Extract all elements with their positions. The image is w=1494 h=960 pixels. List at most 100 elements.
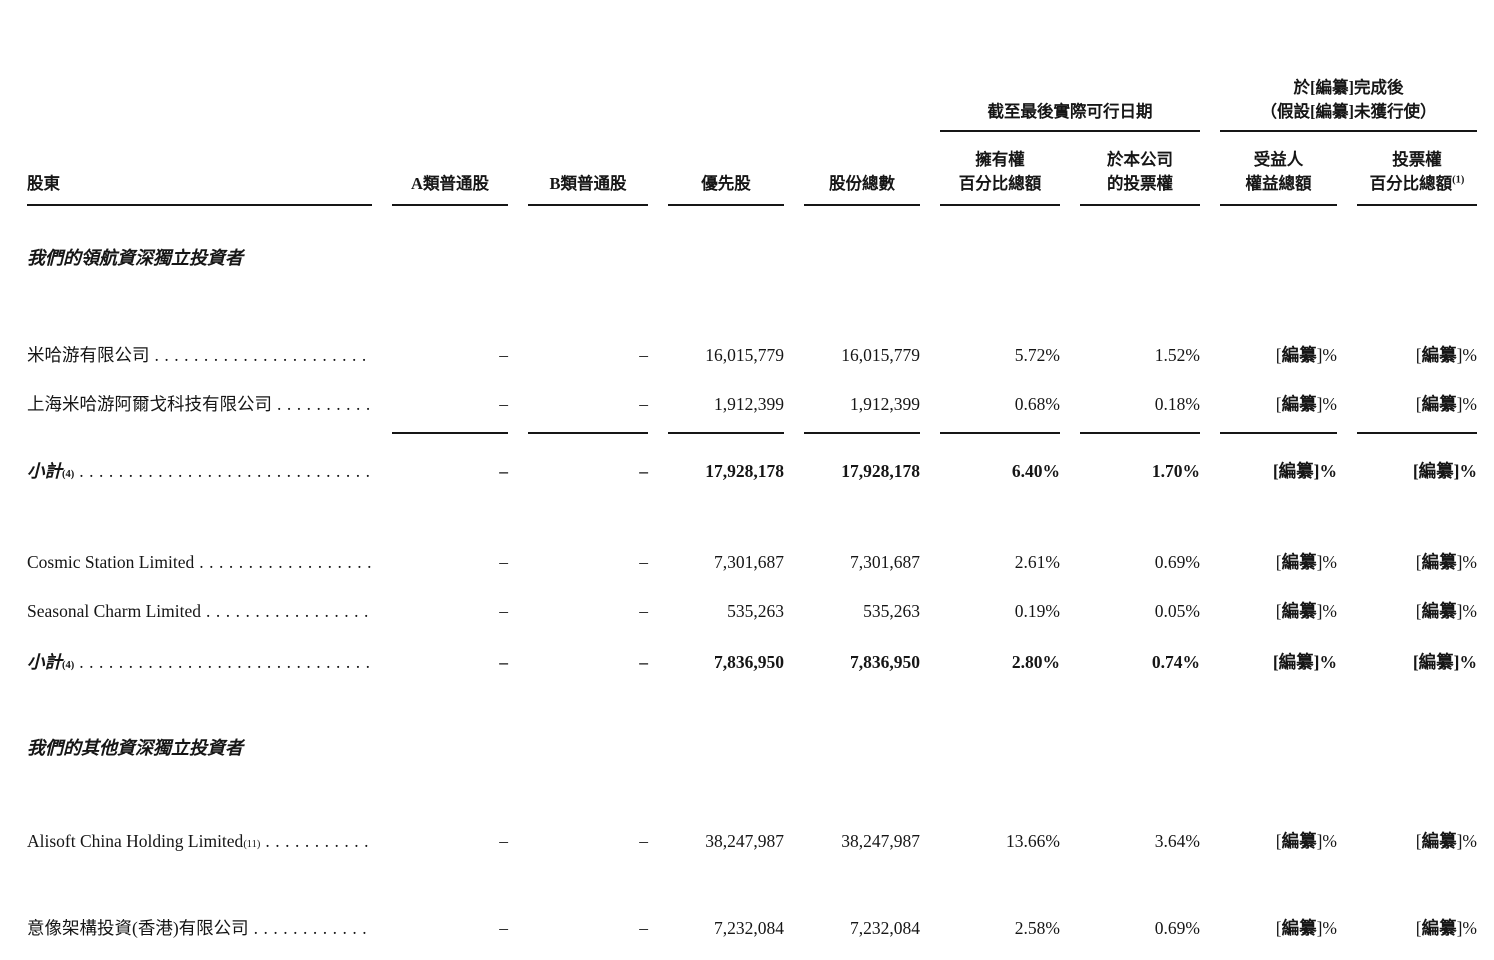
dot-leader: ........................................… bbox=[79, 651, 372, 672]
section-row: 我們的領航資深獨立投資者 bbox=[27, 206, 1477, 280]
col-header-voting-rights: 於本公司 的投票權 bbox=[1060, 132, 1200, 206]
spacer bbox=[27, 491, 1477, 533]
dot-leader: ........................................… bbox=[154, 344, 373, 365]
spacer-row bbox=[27, 861, 1477, 899]
cell-voting-rights: 0.05% bbox=[1154, 600, 1200, 621]
cell-beneficial-interest: [編纂]% bbox=[1275, 600, 1337, 621]
rule-cell-beneficial-interest bbox=[1200, 424, 1337, 440]
cell-class-b: – bbox=[639, 651, 648, 672]
cell-voting-rights: 0.74% bbox=[1151, 651, 1200, 672]
shareholder-name: Alisoft China Holding Limited (11).......… bbox=[27, 830, 372, 851]
dot-leader: ........................................… bbox=[206, 600, 372, 621]
cell-voting-pct: [編纂]% bbox=[1415, 917, 1477, 938]
subtotal-row: 小計(4)...................................… bbox=[27, 631, 1477, 682]
rule-cell-class-b bbox=[508, 424, 648, 440]
spacer-row bbox=[27, 766, 1477, 812]
dot-leader: ........................................… bbox=[265, 830, 372, 851]
cell-ownership-pct: 2.58% bbox=[1014, 917, 1060, 938]
cell-ownership-pct: 0.19% bbox=[1014, 600, 1060, 621]
cell-total-shares: 7,836,950 bbox=[850, 651, 920, 672]
cell-voting-rights: 0.18% bbox=[1154, 393, 1200, 414]
subtotal-rule-line bbox=[528, 430, 648, 434]
redacted-marker: 編纂 bbox=[1421, 917, 1457, 938]
cell-class-a: – bbox=[499, 830, 508, 851]
cell-class-b: – bbox=[639, 344, 648, 365]
cell-voting-pct: [編纂]% bbox=[1415, 393, 1477, 414]
table-row: 上海米哈游阿爾戈科技有限公司..........................… bbox=[27, 375, 1477, 424]
spacer-row bbox=[27, 491, 1477, 533]
spacer bbox=[27, 682, 1477, 724]
subtotal-row: 小計(4)...................................… bbox=[27, 440, 1477, 491]
spacer bbox=[27, 766, 1477, 812]
cell-voting-pct: [編纂]% bbox=[1412, 460, 1477, 481]
dot-leader: ........................................… bbox=[253, 917, 372, 938]
cell-class-b: – bbox=[639, 393, 648, 414]
spacer bbox=[27, 280, 1477, 326]
col-header-voting-pct: 投票權 百分比總額(1) bbox=[1337, 132, 1477, 206]
shareholder-name: 意像架構投資(香港)有限公司..........................… bbox=[27, 918, 372, 939]
col-header-class-b: B類普通股 bbox=[508, 132, 648, 206]
table-row: Alisoft China Holding Limited (11).......… bbox=[27, 812, 1477, 861]
cell-voting-rights: 0.69% bbox=[1154, 917, 1200, 938]
redacted-marker: 編纂 bbox=[1421, 393, 1457, 414]
rule-row bbox=[27, 424, 1477, 440]
section-row: 我們的其他資深獨立投資者 bbox=[27, 724, 1477, 766]
col-header-beneficial-interest: 受益人 權益總額 bbox=[1200, 132, 1337, 206]
shareholder-name-cell: 小計(4)...................................… bbox=[27, 631, 372, 682]
cell-class-a: – bbox=[499, 460, 508, 481]
cell-preferred: 535,263 bbox=[727, 600, 784, 621]
cell-class-b: – bbox=[639, 830, 648, 851]
shareholder-name: 上海米哈游阿爾戈科技有限公司..........................… bbox=[27, 394, 372, 415]
shareholder-name-cell: Seasonal Charm Limited..................… bbox=[27, 582, 372, 631]
shareholder-name: 小計(4)...................................… bbox=[27, 461, 372, 482]
shareholder-name-text: Alisoft China Holding Limited bbox=[27, 830, 244, 851]
cell-ownership-pct: 5.72% bbox=[1014, 344, 1060, 365]
shareholder-name-cell: 意像架構投資(香港)有限公司..........................… bbox=[27, 899, 372, 948]
cell-voting-pct: [編纂]% bbox=[1415, 551, 1477, 572]
cell-total-shares: 16,015,779 bbox=[841, 344, 920, 365]
section-header: 我們的其他資深獨立投資者 bbox=[27, 738, 243, 759]
cell-voting-rights: 1.70% bbox=[1151, 460, 1200, 481]
shareholding-table: 截至最後實際可行日期 於[編纂]完成後 （假設[編纂]未獲行使） 股東 A類普通… bbox=[27, 0, 1477, 948]
cell-ownership-pct: 13.66% bbox=[1006, 830, 1060, 851]
cell-ownership-pct: 2.80% bbox=[1011, 651, 1060, 672]
cell-class-a: – bbox=[499, 651, 508, 672]
rule-cell-ownership-pct bbox=[920, 424, 1060, 440]
cell-ownership-pct: 0.68% bbox=[1014, 393, 1060, 414]
cell-preferred: 1,912,399 bbox=[714, 393, 784, 414]
rule-cell-voting-rights bbox=[1060, 424, 1200, 440]
col-header-class-a: A類普通股 bbox=[372, 132, 508, 206]
cell-class-a: – bbox=[499, 551, 508, 572]
table-body: 我們的領航資深獨立投資者米哈游有限公司.....................… bbox=[27, 206, 1477, 948]
cell-beneficial-interest: [編纂]% bbox=[1275, 917, 1337, 938]
dot-leader: ........................................… bbox=[199, 551, 372, 572]
cell-total-shares: 17,928,178 bbox=[841, 460, 920, 481]
shareholder-name-cell: Cosmic Station Limited..................… bbox=[27, 533, 372, 582]
cell-class-a: – bbox=[499, 393, 508, 414]
cell-beneficial-interest: [編纂]% bbox=[1275, 551, 1337, 572]
cell-preferred: 7,232,084 bbox=[714, 917, 784, 938]
shareholder-name-text: Cosmic Station Limited bbox=[27, 551, 195, 572]
subtotal-rule-line bbox=[804, 430, 920, 434]
redacted-marker: 編纂 bbox=[1418, 460, 1454, 481]
col-header-preferred: 優先股 bbox=[648, 132, 784, 206]
cell-preferred: 16,015,779 bbox=[705, 344, 784, 365]
shareholder-name-cell: 上海米哈游阿爾戈科技有限公司..........................… bbox=[27, 375, 372, 424]
cell-class-a: – bbox=[499, 344, 508, 365]
spacer bbox=[27, 861, 1477, 899]
cell-voting-pct: [編纂]% bbox=[1415, 344, 1477, 365]
redacted-marker: 編纂 bbox=[1418, 651, 1454, 672]
shareholder-name: 小計(4)...................................… bbox=[27, 652, 372, 673]
shareholder-name-text: Seasonal Charm Limited bbox=[27, 600, 201, 621]
cell-class-b: – bbox=[639, 917, 648, 938]
shareholder-name-cell: 米哈游有限公司.................................… bbox=[27, 326, 372, 375]
cell-preferred: 7,836,950 bbox=[714, 651, 784, 672]
cell-preferred: 38,247,987 bbox=[705, 830, 784, 851]
cell-class-b: – bbox=[639, 460, 648, 481]
table-row: Seasonal Charm Limited..................… bbox=[27, 582, 1477, 631]
redacted-marker: 編纂 bbox=[1421, 551, 1457, 572]
spacer-row bbox=[27, 280, 1477, 326]
cell-voting-rights: 3.64% bbox=[1154, 830, 1200, 851]
cell-class-a: – bbox=[499, 600, 508, 621]
subtotal-rule-line bbox=[1080, 430, 1200, 434]
